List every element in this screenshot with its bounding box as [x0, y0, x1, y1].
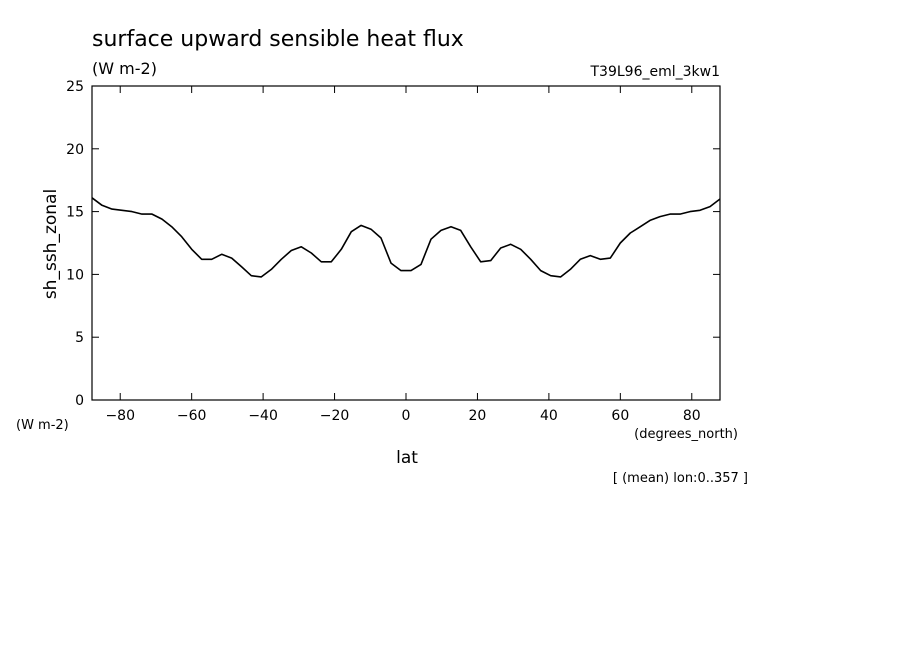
- y-axis-unit: (W m-2): [16, 418, 69, 433]
- x-tick-label: 40: [540, 408, 558, 424]
- y-tick-label: 0: [75, 393, 84, 409]
- y-tick-label: 10: [66, 267, 84, 283]
- x-tick-label: 20: [469, 408, 487, 424]
- x-tick-label: −60: [177, 408, 207, 424]
- footnote: [ (mean) lon:0..357 ]: [613, 471, 748, 486]
- y-axis-title: sh_ssh_zonal: [41, 189, 61, 299]
- y-tick-label: 15: [66, 205, 84, 221]
- y-axis: 0 5 10 15 20 25: [66, 79, 720, 409]
- run-label: T39L96_eml_3kw1: [590, 64, 721, 80]
- y-tick-label: 5: [75, 330, 84, 346]
- chart-subtitle: (W m-2): [92, 59, 157, 78]
- x-tick-label: −80: [105, 408, 135, 424]
- x-axis-unit: (degrees_north): [634, 427, 738, 442]
- y-tick-label: 20: [66, 142, 84, 158]
- y-tick-label: 25: [66, 79, 84, 95]
- x-tick-label: 60: [611, 408, 629, 424]
- x-axis: −80 −60 −40 −20 0 20 40 60 80: [105, 86, 701, 424]
- x-tick-label: −20: [320, 408, 350, 424]
- series-layer: [91, 197, 721, 278]
- x-axis-title: lat: [396, 448, 418, 468]
- series-line: [91, 197, 721, 278]
- x-tick-label: 80: [683, 408, 701, 424]
- x-tick-label: 0: [402, 408, 411, 424]
- chart-title: surface upward sensible heat flux: [92, 27, 464, 52]
- x-tick-label: −40: [248, 408, 278, 424]
